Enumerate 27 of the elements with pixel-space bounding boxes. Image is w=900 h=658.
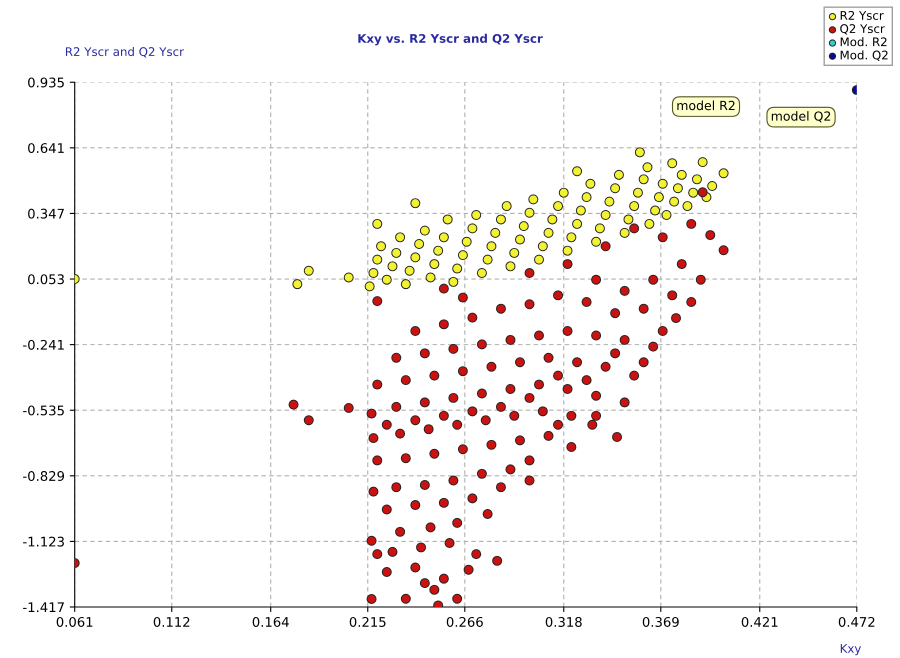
y-tick-label: 0.347 (28, 208, 64, 219)
x-tick-label: 0.112 (154, 616, 190, 627)
legend-label: Mod. R2 (840, 37, 886, 46)
y-tick-label: -1.417 (23, 602, 64, 612)
y-tick-label: 0.053 (28, 274, 64, 284)
annotation: model Q2 (772, 111, 830, 122)
x-tick-label: 0.472 (838, 616, 874, 627)
y-axis-title: R2 Yscr and Q2 Yscr (66, 46, 184, 58)
y-tick-label: -0.241 (23, 340, 64, 350)
y-tick-label: -1.123 (23, 536, 64, 547)
chart-title: Kxy vs. R2 Yscr and Q2 Yscr (358, 34, 543, 46)
x-tick-label: 0.215 (350, 616, 386, 627)
x-tick-label: 0.318 (546, 616, 582, 627)
x-axis-title: Kxy (840, 644, 862, 656)
x-tick-label: 0.164 (252, 616, 289, 627)
x-tick-label: 0.061 (56, 616, 92, 627)
x-tick-label: 0.266 (446, 616, 483, 627)
y-tick-label: -0.829 (23, 471, 64, 482)
annotation: model R2 (677, 100, 735, 110)
y-tick-label: 0.641 (28, 143, 64, 154)
y-tick-label: 0.935 (28, 77, 64, 88)
x-tick-label: 0.421 (742, 616, 778, 627)
legend-label: Mod. Q2 (840, 50, 888, 61)
x-tick-label: 0.369 (642, 616, 679, 627)
legend-label: R2 Yscr (840, 10, 884, 20)
y-tick-label: -0.535 (23, 405, 64, 416)
legend-label: Q2 Yscr (840, 24, 885, 34)
